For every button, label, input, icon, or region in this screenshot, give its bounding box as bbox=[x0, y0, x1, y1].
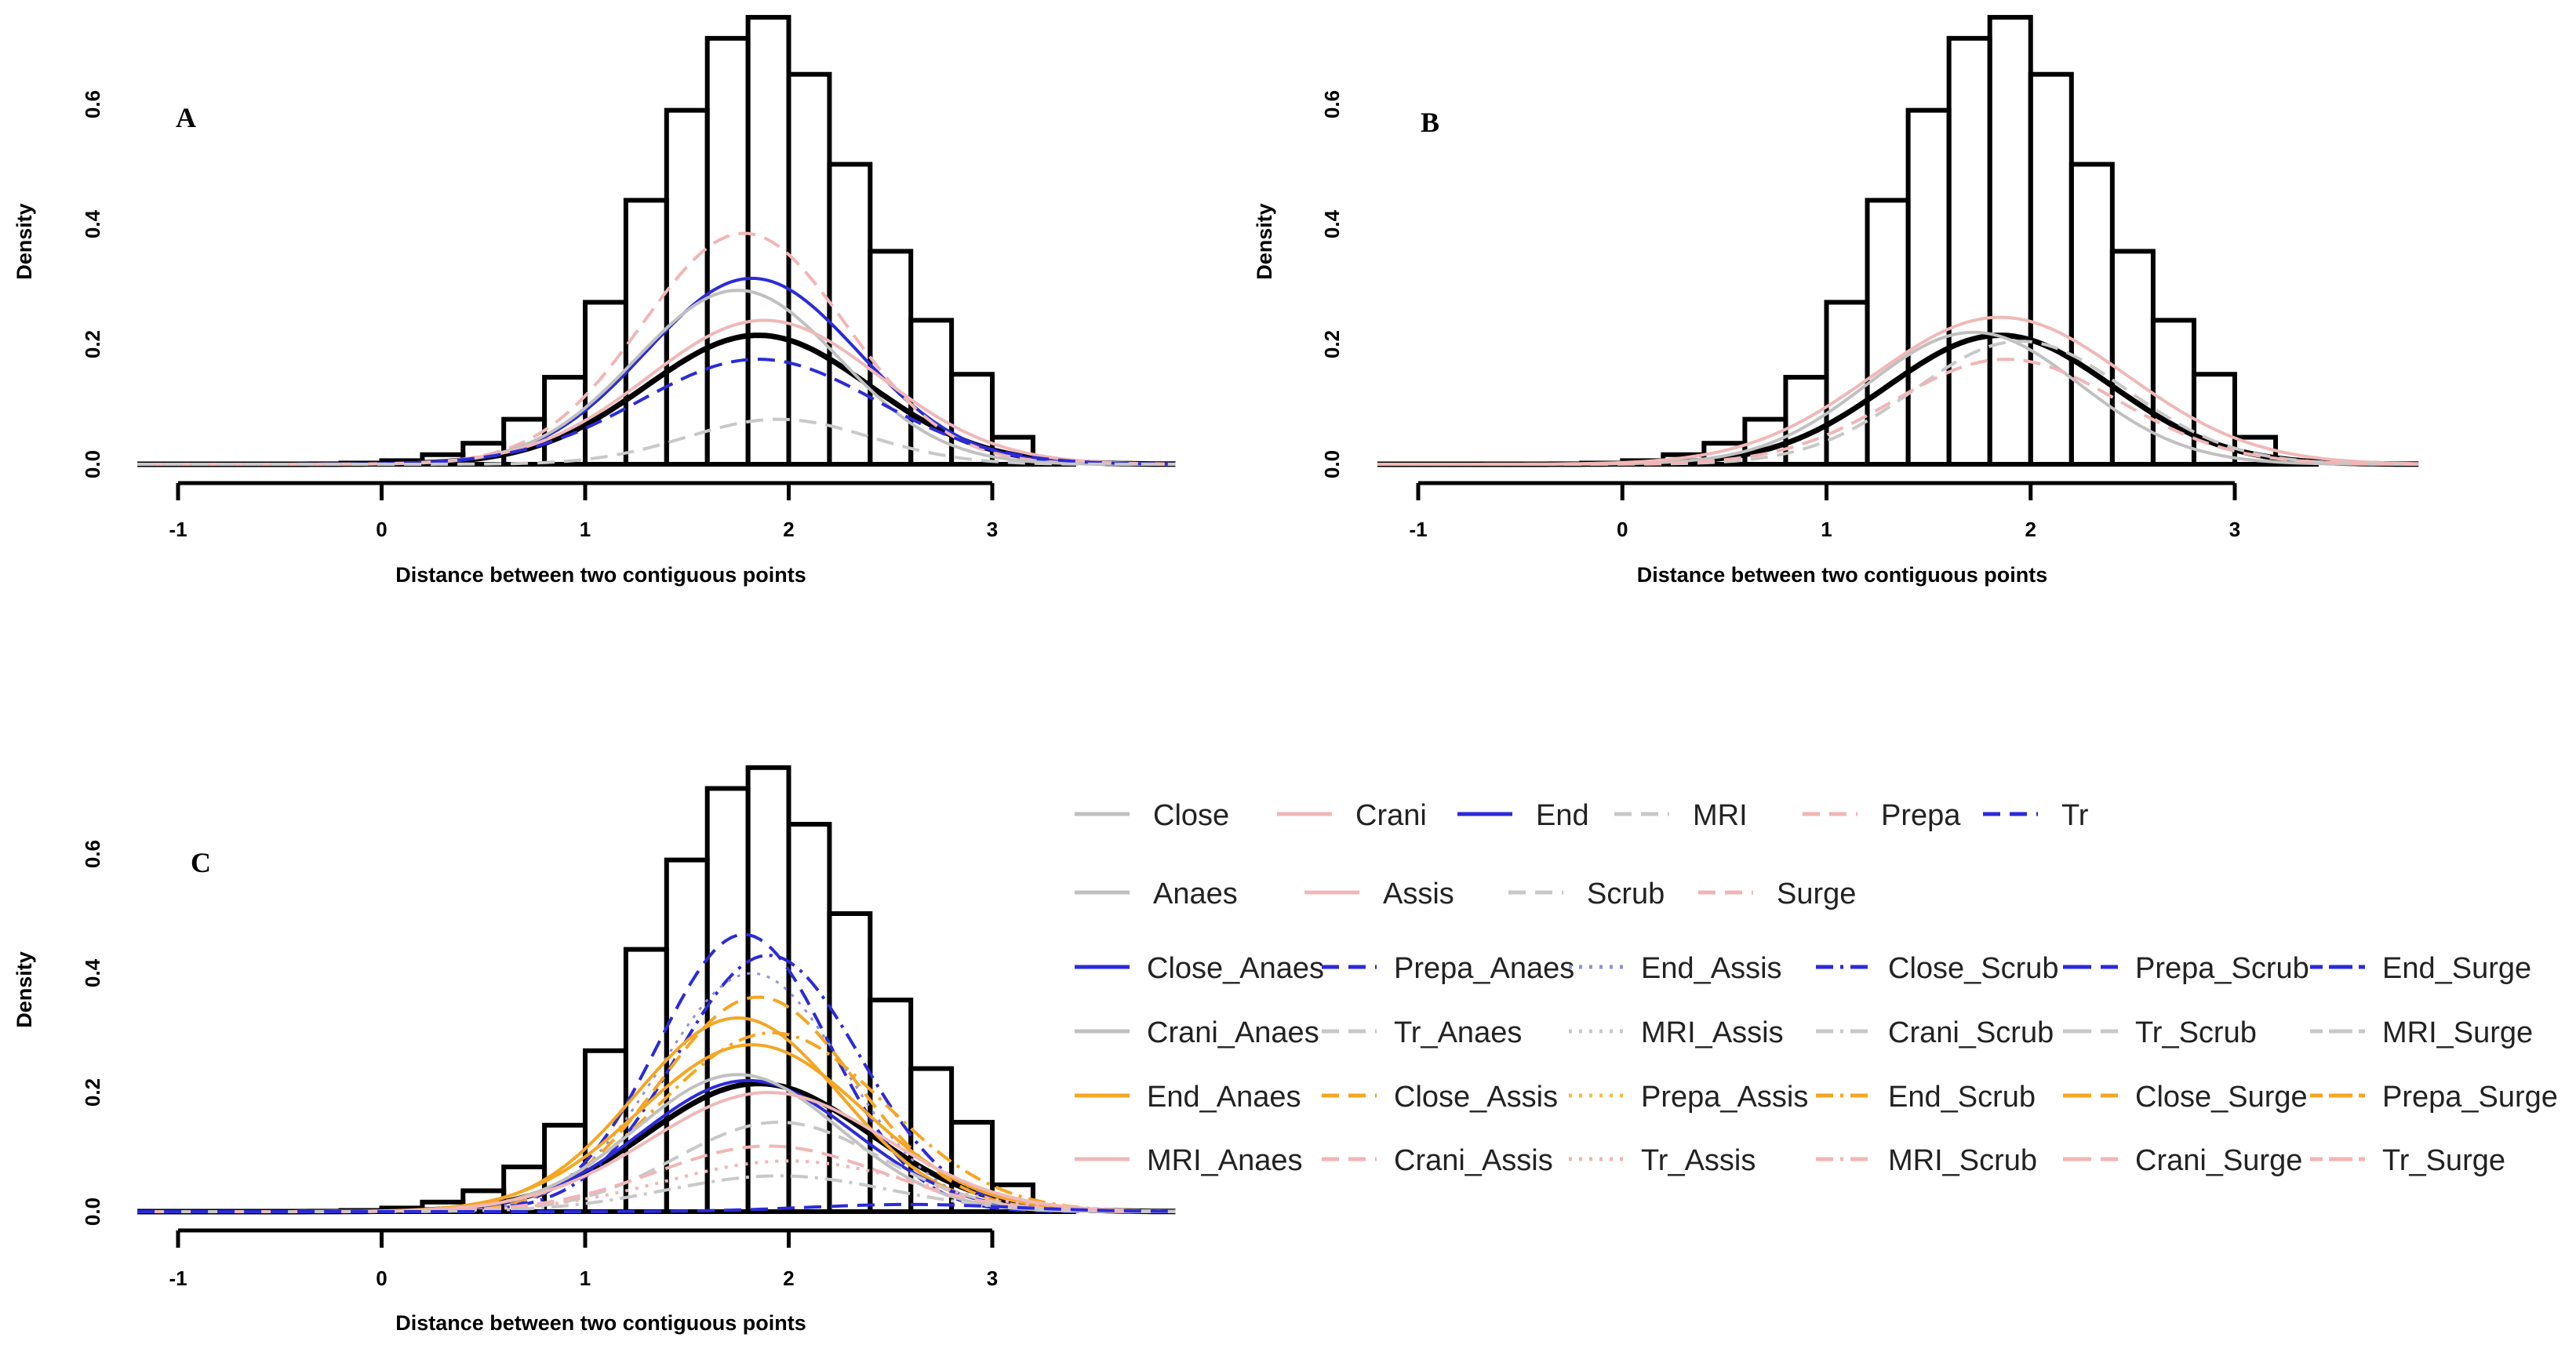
histogram-bar bbox=[949, 1120, 995, 1214]
x-tick-label: 2 bbox=[783, 1267, 794, 1290]
histogram-bar bbox=[949, 372, 995, 467]
legend-label: Close_Surge bbox=[2135, 1081, 2308, 1114]
x-tick-label: 1 bbox=[580, 518, 591, 541]
legend-label: Prepa_Assis bbox=[1641, 1081, 1808, 1114]
legend-label: MRI_Assis bbox=[1641, 1016, 1784, 1049]
x-tick-label: 3 bbox=[987, 518, 998, 541]
legend: Close Crani End MRI Prepa Tr Anaes Assis Scrub Su… bbox=[1075, 799, 2558, 1177]
y-tick-label: 0.4 bbox=[81, 958, 104, 987]
legend-label: Tr_Assis bbox=[1641, 1144, 1756, 1177]
legend-label: Close bbox=[1153, 799, 1229, 832]
x-tick-label: 0 bbox=[1617, 518, 1628, 541]
legend-label: Tr bbox=[2061, 799, 2089, 832]
panel-b: -1 0 1 2 3 0.0 0.2 0.4 0.6 Distance between two c… bbox=[1253, 15, 2419, 587]
y-axis-title: Density bbox=[1253, 203, 1276, 280]
x-axis-title: Distance between two contiguous points bbox=[395, 563, 806, 587]
legend-label: Anaes bbox=[1153, 878, 1238, 910]
legend-label: Surge bbox=[1777, 878, 1856, 910]
legend-label: MRI bbox=[1693, 799, 1748, 832]
density-curve bbox=[137, 1202, 1176, 1213]
x-tick-label: -1 bbox=[1409, 518, 1427, 541]
y-tick-label: 0.2 bbox=[81, 1078, 104, 1107]
legend-label: Prepa_Anaes bbox=[1394, 952, 1574, 985]
y-tick-label: 0.6 bbox=[81, 840, 104, 868]
legend-label: End_Assis bbox=[1641, 952, 1782, 985]
y-tick-label: 0.6 bbox=[81, 90, 104, 118]
legend-label: MRI_Anaes bbox=[1147, 1144, 1303, 1177]
panel-a: -1 0 1 2 3 0.0 0.2 0.4 0.6 Distance between two c… bbox=[13, 15, 1176, 587]
panel-c: -1 0 1 2 3 0.0 0.2 0.4 0.6 Distance between two c… bbox=[13, 765, 1176, 1335]
y-tick-label: 0.6 bbox=[1320, 90, 1344, 118]
legend-label: End_Scrub bbox=[1888, 1081, 2036, 1114]
legend-label: Crani bbox=[1355, 799, 1427, 832]
legend-label: Close_Anaes bbox=[1147, 952, 1324, 985]
y-tick-label: 0.4 bbox=[1320, 209, 1344, 238]
y-axis-title: Density bbox=[13, 951, 36, 1028]
y-tick-label: 0.4 bbox=[81, 209, 104, 238]
y-tick-label: 0.0 bbox=[81, 1198, 104, 1226]
legend-label: End_Surge bbox=[2382, 952, 2531, 985]
panel-label: B bbox=[1421, 107, 1439, 138]
legend-label: MRI_Scrub bbox=[1888, 1144, 2037, 1177]
y-tick-label: 0.2 bbox=[81, 330, 104, 358]
panel-label: A bbox=[176, 102, 196, 133]
x-tick-label: 0 bbox=[376, 518, 387, 541]
x-axis-title: Distance between two contiguous points bbox=[1637, 563, 2048, 587]
y-tick-label: 0.0 bbox=[81, 450, 104, 478]
x-tick-label: 2 bbox=[783, 518, 794, 541]
legend-label: Prepa_Surge bbox=[2382, 1081, 2558, 1114]
legend-label: Crani_Assis bbox=[1394, 1144, 1553, 1177]
legend-label: Prepa_Scrub bbox=[2135, 952, 2309, 985]
x-tick-label: 1 bbox=[580, 1267, 591, 1290]
legend-label: End bbox=[1536, 799, 1589, 832]
x-axis-title: Distance between two contiguous points bbox=[395, 1311, 806, 1335]
legend-label: Assis bbox=[1383, 878, 1454, 910]
panel-label: C bbox=[191, 847, 211, 878]
legend-label: Tr_Scrub bbox=[2135, 1016, 2257, 1049]
y-tick-label: 0.2 bbox=[1320, 330, 1344, 358]
x-tick-label: 3 bbox=[2229, 518, 2240, 541]
x-tick-label: 3 bbox=[987, 1267, 998, 1290]
legend-label: Close_Assis bbox=[1394, 1081, 1558, 1114]
y-tick-label: 0.0 bbox=[1320, 450, 1344, 478]
legend-label: Crani_Surge bbox=[2135, 1144, 2302, 1177]
legend-label: Crani_Scrub bbox=[1888, 1016, 2054, 1049]
legend-label: End_Anaes bbox=[1147, 1081, 1301, 1114]
legend-label: Tr_Anaes bbox=[1394, 1016, 1522, 1049]
density-curve bbox=[137, 1159, 1176, 1213]
density-curve bbox=[1377, 358, 2419, 466]
x-tick-label: 1 bbox=[1821, 518, 1832, 541]
y-axis-title: Density bbox=[13, 203, 36, 280]
x-tick-label: -1 bbox=[169, 1267, 187, 1290]
x-tick-label: -1 bbox=[169, 518, 187, 541]
x-tick-label: 0 bbox=[376, 1267, 387, 1290]
legend-label: Tr_Surge bbox=[2382, 1144, 2505, 1177]
legend-label: Close_Scrub bbox=[1888, 952, 2059, 985]
legend-label: Prepa bbox=[1881, 799, 1961, 832]
density-curve bbox=[137, 417, 1176, 466]
x-tick-label: 2 bbox=[2025, 518, 2036, 541]
legend-label: MRI_Surge bbox=[2382, 1016, 2533, 1049]
legend-label: Crani_Anaes bbox=[1147, 1016, 1319, 1049]
legend-label: Scrub bbox=[1587, 878, 1665, 910]
